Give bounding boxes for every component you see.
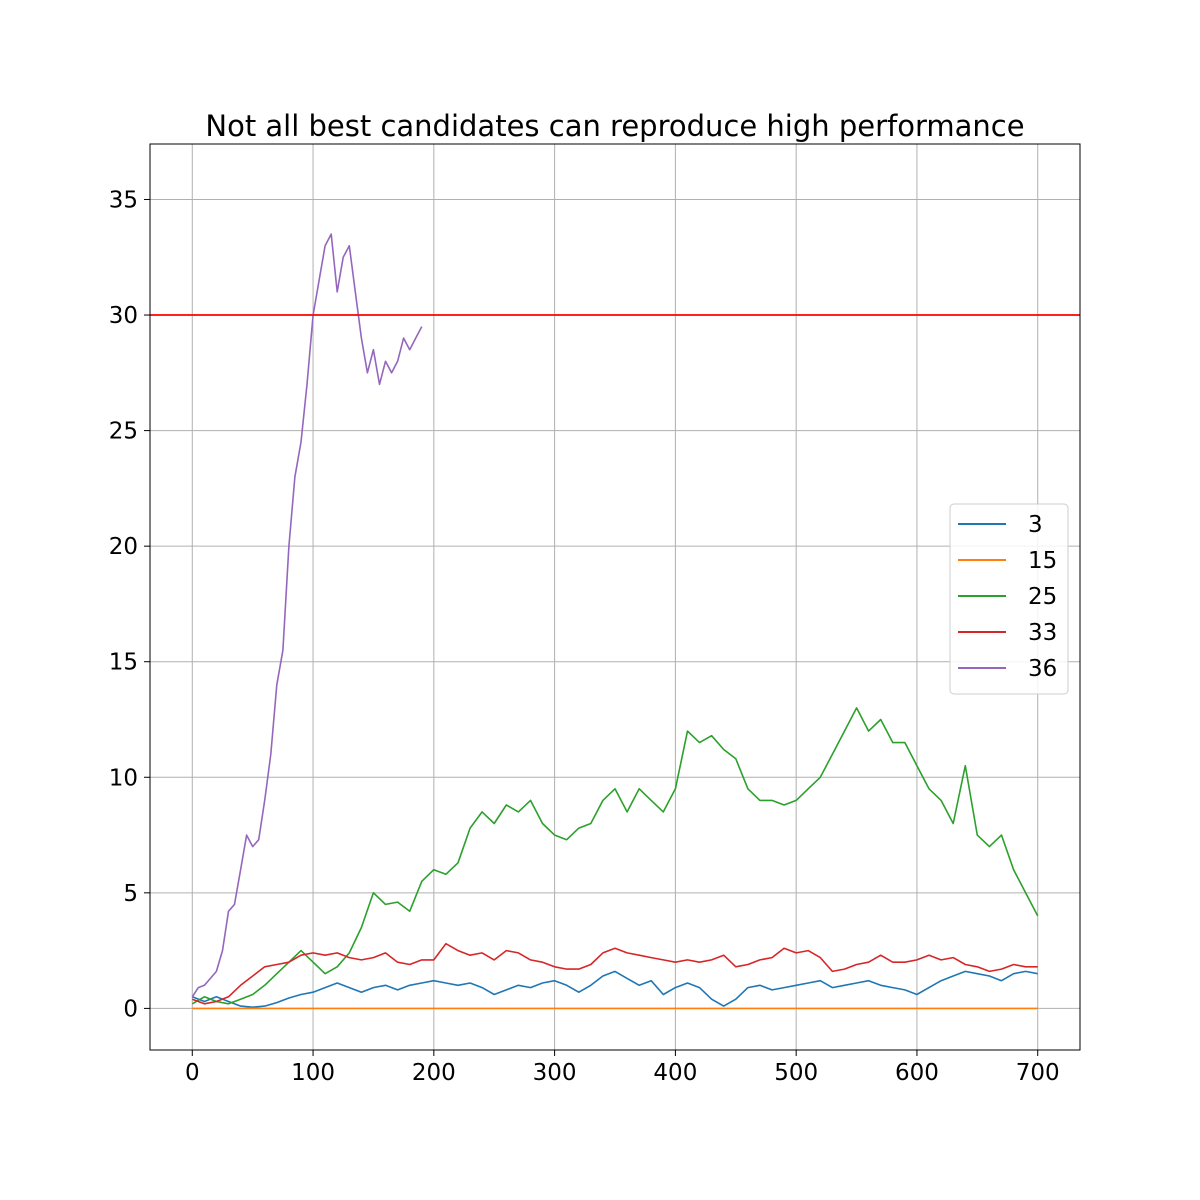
x-axis: 0 100 200 300 400 500 600 700 (185, 1050, 1060, 1086)
y-tick-label-2: 10 (109, 765, 138, 791)
plot-area (150, 233, 1080, 1010)
legend-label-25: 25 (1028, 584, 1057, 610)
chart-title: Not all best candidates can reproduce hi… (205, 109, 1024, 143)
plot-frame (149, 143, 1081, 1051)
y-tick-label-4: 20 (109, 534, 138, 560)
y-tick-label-0: 0 (123, 996, 138, 1022)
series-line-25 (191, 707, 1039, 1005)
legend-label-3: 3 (1028, 512, 1043, 538)
legend-label-36: 36 (1028, 656, 1057, 682)
legend-label-33: 33 (1028, 620, 1057, 646)
x-tick-label-4: 400 (653, 1060, 697, 1086)
x-tick-label-2: 200 (412, 1060, 456, 1086)
y-tick-label-1: 5 (123, 881, 138, 907)
y-tick-label-7: 35 (109, 187, 138, 213)
series-line-3 (192, 970, 1038, 1008)
x-tick-label-6: 600 (895, 1060, 939, 1086)
y-tick-label-3: 15 (109, 650, 138, 676)
y-tick-label-6: 30 (109, 303, 138, 329)
y-axis: 0 5 10 15 20 25 30 35 (109, 187, 150, 1022)
y-tick-label-5: 25 (109, 419, 138, 445)
x-tick-label-3: 300 (533, 1060, 577, 1086)
series-line-33 (192, 942, 1038, 1005)
legend-box (949, 503, 1069, 695)
series-line-36 (191, 233, 423, 998)
x-tick-label-1: 100 (291, 1060, 335, 1086)
x-tick-label-7: 700 (1016, 1060, 1060, 1086)
legend-label-15: 15 (1028, 548, 1057, 574)
x-tick-label-5: 500 (774, 1060, 818, 1086)
x-tick-label-0: 0 (185, 1060, 200, 1086)
legend: 3 15 25 33 36 (949, 503, 1069, 695)
